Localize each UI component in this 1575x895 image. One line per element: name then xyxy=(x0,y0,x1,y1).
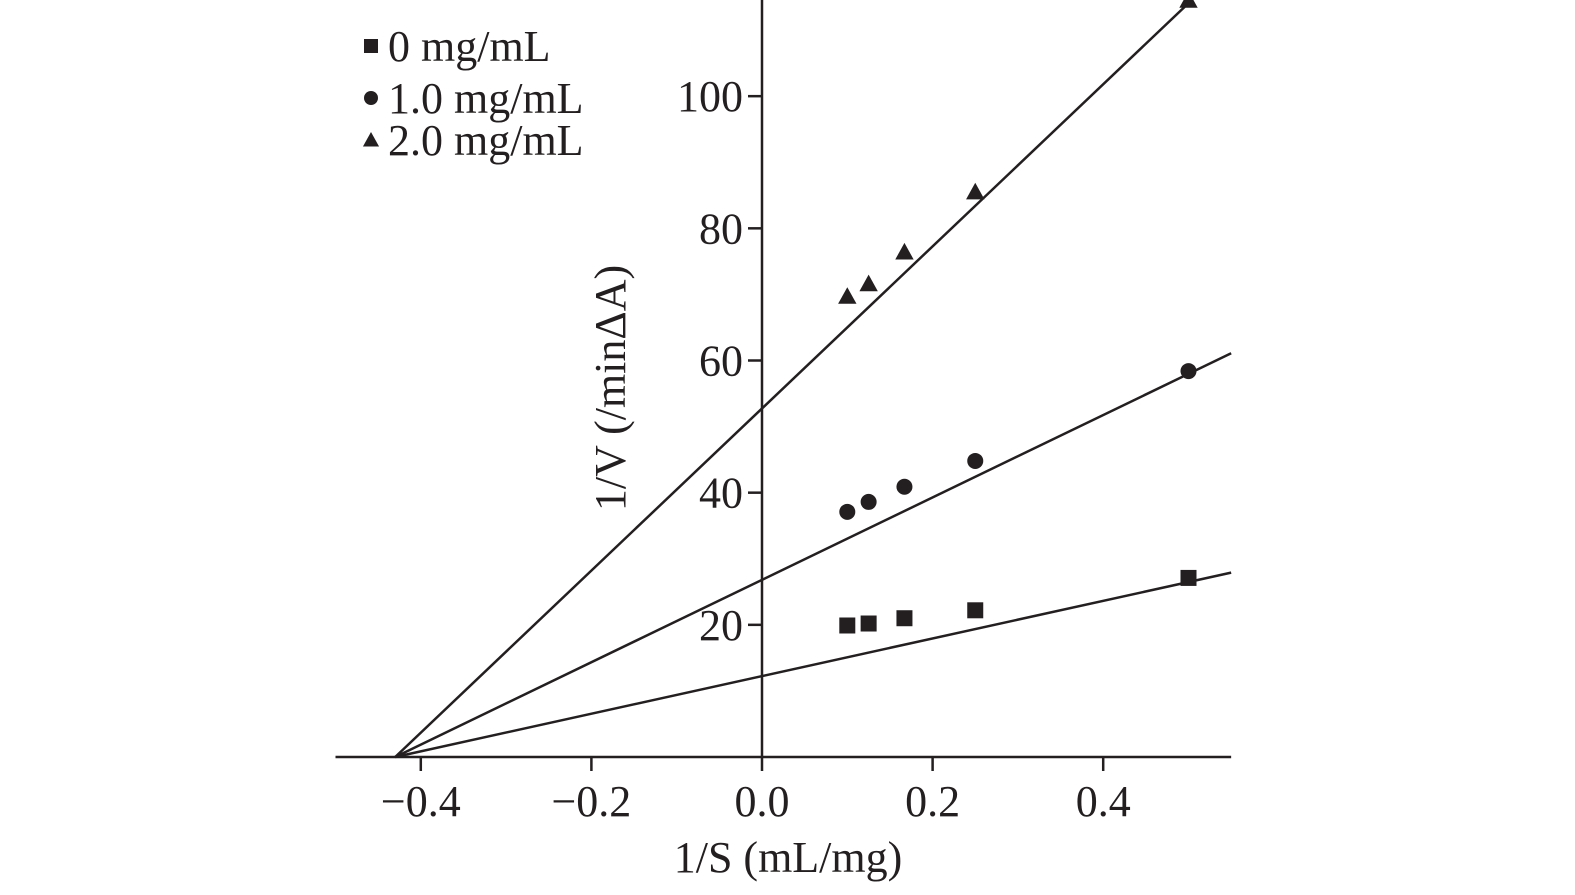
data-point-triangle xyxy=(859,274,878,292)
data-point-circle xyxy=(860,493,877,510)
legend-marker-triangle xyxy=(362,131,380,147)
data-point-square xyxy=(896,610,913,627)
data-point-square xyxy=(967,602,984,619)
legend-label: 0 mg/mL xyxy=(388,22,551,71)
data-point-square xyxy=(1180,569,1197,586)
x-tick-label: −0.2 xyxy=(551,777,631,826)
y-tick-label: 100 xyxy=(677,72,743,121)
fit-lines xyxy=(394,0,1232,759)
data-point-triangle xyxy=(1179,0,1198,8)
y-tick-label: 80 xyxy=(699,204,743,253)
data-point-square xyxy=(860,615,877,632)
data-point-circle xyxy=(967,452,984,469)
data-point-triangle xyxy=(966,182,985,200)
y-tick-label: 40 xyxy=(699,469,743,518)
fit-line xyxy=(394,571,1232,759)
data-point-triangle xyxy=(838,287,857,304)
tick-labels: −0.4−0.20.00.20.420406080100120 xyxy=(381,72,1131,826)
axes xyxy=(335,0,1232,771)
fit-line xyxy=(394,352,1232,759)
fit-line xyxy=(394,0,1194,758)
data-point-triangle xyxy=(895,242,914,260)
y-tick-label: 20 xyxy=(699,601,743,650)
legend: 0 mg/mL1.0 mg/mL2.0 mg/mL xyxy=(362,22,584,165)
data-point-square xyxy=(839,617,856,634)
legend-marker-square xyxy=(364,39,378,53)
legend-label: 2.0 mg/mL xyxy=(388,116,584,165)
y-tick-label: 60 xyxy=(699,337,743,386)
legend-marker-circle xyxy=(364,91,378,105)
data-markers xyxy=(838,0,1198,634)
x-tick-label: −0.4 xyxy=(381,777,461,826)
x-tick-label: 0.4 xyxy=(1076,777,1131,826)
y-axis-title: 1/V (/minΔA) xyxy=(586,265,635,511)
x-tick-label: 0.0 xyxy=(735,777,790,826)
x-tick-label: 0.2 xyxy=(905,777,960,826)
data-point-circle xyxy=(839,503,856,520)
legend-label: 1.0 mg/mL xyxy=(388,74,584,123)
data-point-circle xyxy=(1180,363,1197,380)
x-axis-title: 1/S (mL/mg) xyxy=(674,833,903,882)
data-point-circle xyxy=(896,478,913,495)
